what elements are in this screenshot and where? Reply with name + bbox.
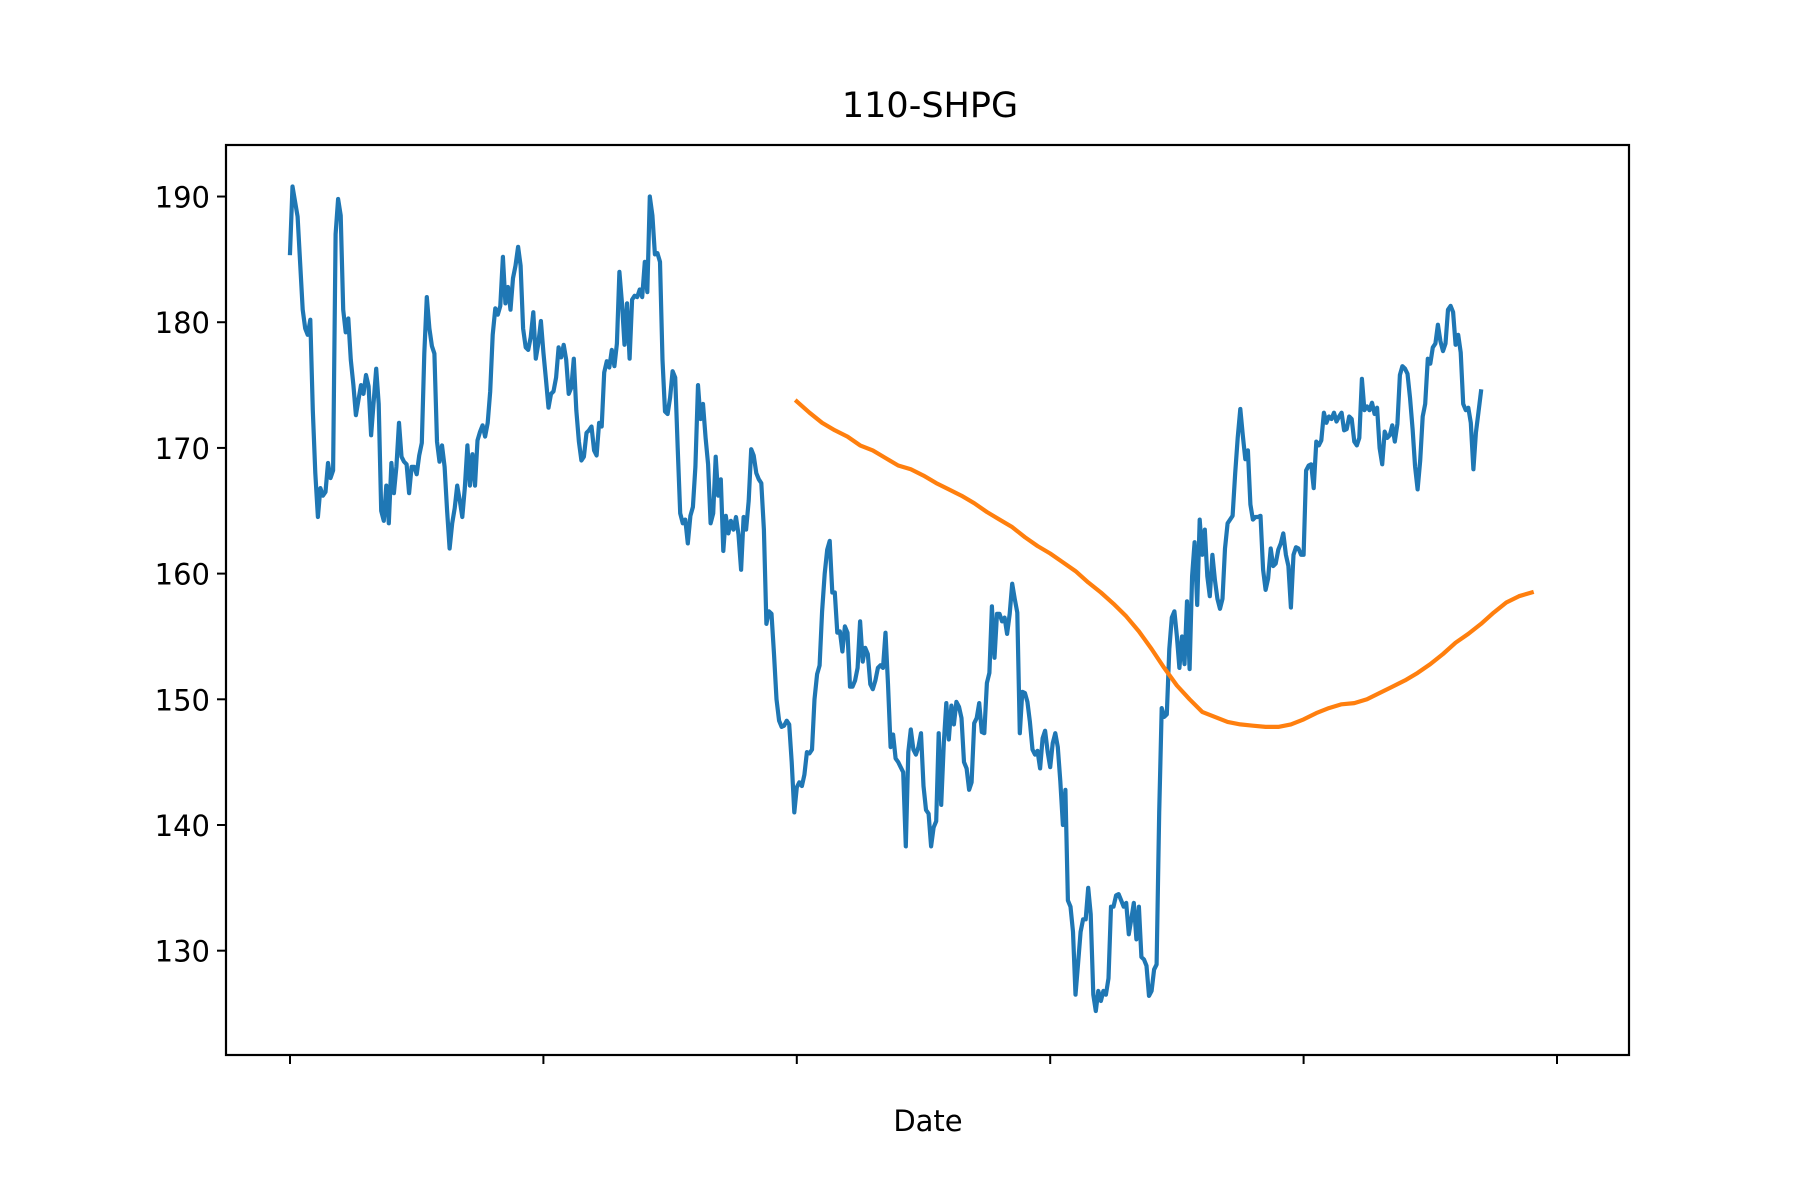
x-axis-ticks [289,1055,1558,1064]
y-tick-label: 170 [155,432,210,466]
x-axis-label: Date [893,1104,962,1138]
price-line [287,184,1484,1014]
y-tick-label: 130 [155,935,210,969]
y-tick-label: 190 [155,181,210,215]
y-tick-label: 160 [155,558,210,592]
y-axis-ticks: 130 140 150 160 170 180 190 [155,181,226,969]
plot-frame [224,143,1631,1057]
moving-average-line [793,398,1535,729]
series-layer [287,184,1535,1014]
y-tick-label: 150 [155,683,210,717]
y-tick-label: 140 [155,809,210,843]
chart-title: 110-SHPG [842,86,1018,126]
y-tick-label: 180 [155,306,210,340]
